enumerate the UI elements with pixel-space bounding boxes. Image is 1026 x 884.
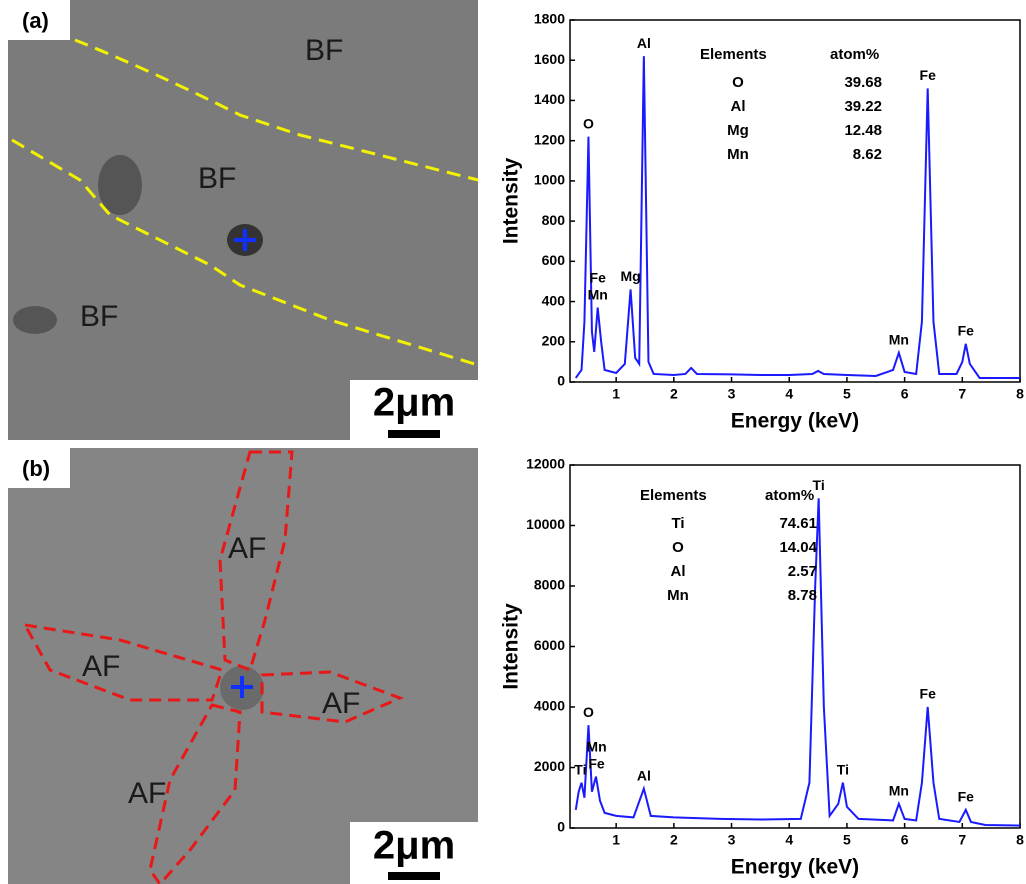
sem-image [8, 0, 478, 440]
table-cell: Mg [727, 122, 749, 139]
spectrum-chart: 0 200 400 600 800 1000 1200 1400 1600 1800 1 2 3 4 5 6 7… [500, 11, 1025, 433]
y-axis-title: Intensity [500, 603, 523, 690]
table-header: Elements [700, 46, 767, 63]
panel-label: (b) [22, 456, 50, 481]
peak-label: Fe [958, 322, 975, 338]
phase-label: AF [128, 777, 166, 810]
phase-label: BF [305, 34, 343, 67]
peak-label: Mg [620, 268, 640, 284]
peak-label: Fe [588, 755, 605, 771]
peak-label: Al [637, 767, 651, 783]
micrograph-b: (b) AF AF AF AF 2μm [8, 448, 478, 884]
y-tick-label: 800 [542, 212, 566, 228]
table-cell: O [672, 539, 684, 556]
x-tick-label: 5 [843, 386, 851, 402]
micrograph-a: (a) BF BF BF 2μm [8, 0, 478, 440]
x-tick-label: 6 [901, 386, 909, 402]
y-tick-label: 2000 [534, 758, 565, 774]
table-cell: Al [671, 563, 686, 580]
peak-label: Fe [920, 686, 937, 702]
peak-label: Mn [889, 332, 909, 348]
phase-label: AF [82, 650, 120, 683]
x-tick-label: 7 [958, 832, 966, 848]
peak-label: O [583, 704, 594, 720]
x-tick-label: 2 [670, 386, 678, 402]
table-header: atom% [765, 487, 814, 504]
plot-frame [570, 20, 1020, 382]
table-cell: 39.22 [844, 98, 882, 115]
x-axis-title: Energy (keV) [731, 856, 859, 879]
peak-label: Fe [590, 269, 607, 285]
peak-label: Fe [958, 789, 975, 805]
y-tick-label: 4000 [534, 698, 565, 714]
table-cell: Al [731, 98, 746, 115]
table-header: Elements [640, 487, 707, 504]
y-tick-label: 1800 [534, 11, 565, 27]
phase-label: BF [198, 162, 236, 195]
peak-label: Mn [586, 738, 606, 754]
spectrum-line [576, 56, 1020, 378]
peak-label: O [583, 115, 594, 131]
y-tick-label: 10000 [526, 516, 565, 532]
phase-label: AF [322, 687, 360, 720]
y-tick-label: 1400 [534, 91, 565, 107]
phase-label: AF [228, 532, 266, 565]
table-cell: 8.62 [853, 146, 882, 163]
x-tick-label: 1 [612, 832, 620, 848]
figure: (a) BF BF BF 2μm (b) AF AF AF AF 2μm 020… [0, 0, 1026, 884]
scale-bar [388, 872, 440, 880]
table-cell: 14.04 [779, 539, 817, 556]
scale-label: 2μm [373, 824, 455, 868]
scale-bar [388, 430, 440, 438]
peak-label: Ti [837, 761, 849, 777]
table-cell: Mn [667, 587, 689, 604]
x-tick-label: 5 [843, 832, 851, 848]
y-tick-label: 600 [542, 252, 566, 268]
table-cell: 39.68 [844, 74, 882, 91]
table-cell: Mn [727, 146, 749, 163]
x-tick-label: 3 [728, 832, 736, 848]
pore [98, 155, 142, 215]
y-tick-label: 8000 [534, 577, 565, 593]
y-tick-label: 400 [542, 292, 566, 308]
x-axis-title: Energy (keV) [731, 410, 859, 433]
y-tick-label: 6000 [534, 637, 565, 653]
pore [13, 306, 57, 334]
table-header: atom% [830, 46, 879, 63]
table-cell: 2.57 [788, 563, 817, 580]
page: (a) BF BF BF 2μm (b) AF AF AF AF 2μm 020… [0, 0, 1026, 884]
table-cell: Ti [671, 515, 684, 532]
table-cell: O [732, 74, 744, 91]
y-tick-label: 1200 [534, 131, 565, 147]
peak-label: Ti [813, 477, 825, 493]
y-tick-label: 0 [557, 373, 565, 389]
y-axis-title: Intensity [500, 158, 523, 245]
y-tick-label: 1600 [534, 51, 565, 67]
y-tick-label: 200 [542, 332, 566, 348]
scale-label: 2μm [373, 381, 455, 425]
y-tick-label: 1000 [534, 172, 565, 188]
table-cell: 12.48 [844, 122, 882, 139]
table-cell: 74.61 [779, 515, 817, 532]
table-cell: 8.78 [788, 587, 817, 604]
x-tick-label: 3 [728, 386, 736, 402]
y-tick-label: 12000 [526, 456, 565, 472]
peak-label: Mn [889, 783, 909, 799]
x-tick-label: 7 [958, 386, 966, 402]
x-tick-label: 8 [1016, 832, 1024, 848]
peak-label: Al [637, 35, 651, 51]
x-tick-label: 4 [785, 832, 793, 848]
x-tick-label: 6 [901, 832, 909, 848]
x-tick-label: 1 [612, 386, 620, 402]
spectrum-chart: 0 2000 4000 6000 8000 10000 12000 1 2 3 4 5 6 7 8 Energ… [500, 456, 1025, 879]
peak-label: Ti [574, 761, 586, 777]
peak-label: Fe [920, 67, 937, 83]
x-tick-label: 4 [785, 386, 793, 402]
y-tick-label: 0 [557, 819, 565, 835]
panel-label: (a) [22, 8, 49, 33]
peak-label: Mn [588, 286, 608, 302]
x-tick-label: 2 [670, 832, 678, 848]
phase-label: BF [80, 300, 118, 333]
x-tick-label: 8 [1016, 386, 1024, 402]
